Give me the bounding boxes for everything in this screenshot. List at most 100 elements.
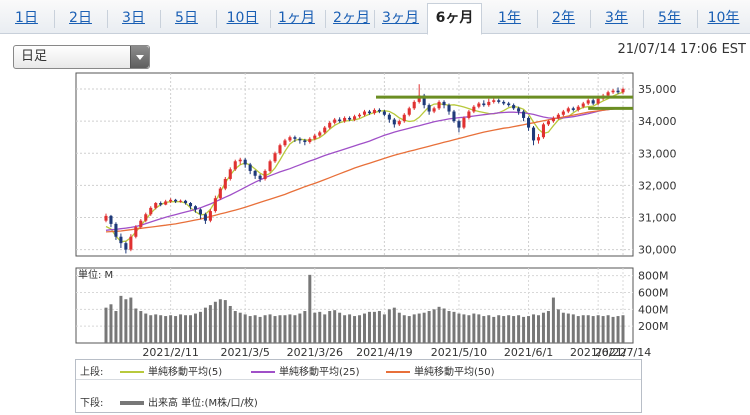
date-tick-label: 2021/3/26 bbox=[287, 346, 343, 359]
candle-body bbox=[203, 214, 207, 221]
tab-14[interactable]: 10年 bbox=[707, 10, 740, 26]
candle bbox=[367, 109, 372, 115]
volume-bar bbox=[422, 312, 426, 343]
candle-body bbox=[591, 100, 595, 104]
candle bbox=[412, 100, 416, 110]
date-tick-label: 2021/6/1 bbox=[504, 346, 553, 359]
candle bbox=[561, 109, 565, 117]
candle bbox=[402, 113, 406, 123]
candle bbox=[109, 214, 113, 228]
volume-bar bbox=[283, 315, 287, 343]
candle-body bbox=[412, 101, 416, 109]
candle-body bbox=[487, 101, 491, 106]
candle-body bbox=[243, 159, 247, 165]
tab-10[interactable]: 1年 bbox=[498, 10, 521, 26]
volume-bar bbox=[348, 314, 352, 343]
volume-bar bbox=[218, 299, 222, 343]
volume-bar bbox=[492, 316, 496, 343]
volume-bar bbox=[437, 306, 441, 343]
volume-bar bbox=[472, 313, 476, 343]
candle bbox=[164, 199, 168, 206]
tab-7[interactable]: 2ヶ月 bbox=[333, 10, 370, 26]
volume-bar bbox=[402, 315, 406, 343]
volume-bar bbox=[134, 308, 138, 343]
candle-body bbox=[353, 116, 357, 120]
tab-8[interactable]: 3ヶ月 bbox=[382, 10, 419, 26]
volume-bar bbox=[114, 311, 118, 343]
date-tick-label: 2021/3/5 bbox=[220, 346, 269, 359]
volume-bar bbox=[427, 311, 431, 343]
tab-9[interactable]: 6ヶ月 bbox=[427, 3, 482, 35]
volume-bar bbox=[611, 316, 615, 343]
volume-bar bbox=[273, 316, 277, 343]
candle-body bbox=[477, 103, 481, 107]
legend-lower-label: 下段: bbox=[80, 398, 104, 409]
volume-bar bbox=[546, 311, 550, 343]
candle bbox=[308, 137, 312, 144]
volume-bar bbox=[278, 315, 282, 343]
tab-11[interactable]: 2年 bbox=[552, 10, 575, 26]
legend-upper-label: 上段: bbox=[80, 367, 104, 378]
candle-body bbox=[179, 200, 183, 202]
candle bbox=[442, 100, 446, 109]
volume-bar bbox=[532, 314, 536, 343]
candle-body bbox=[183, 200, 188, 204]
candle bbox=[318, 130, 322, 138]
candle-body bbox=[288, 137, 292, 141]
date-tick-label: 2021/7/14 bbox=[595, 346, 651, 359]
tab-3[interactable]: 3日 bbox=[122, 10, 145, 26]
candle-body bbox=[169, 199, 173, 202]
tab-6[interactable]: 1ヶ月 bbox=[278, 10, 315, 26]
candle bbox=[472, 105, 476, 114]
tab-separator bbox=[537, 10, 538, 28]
candle-body bbox=[482, 103, 486, 106]
candle-body bbox=[382, 111, 386, 115]
legend-volume: 出来高 単位:(M株/口/枚) bbox=[120, 394, 258, 409]
candle-body bbox=[313, 135, 317, 139]
volume-unit-label: 単位: M bbox=[78, 268, 113, 281]
candle-body bbox=[357, 114, 362, 117]
candle bbox=[452, 109, 456, 123]
candle bbox=[382, 109, 386, 117]
candle-period-select[interactable]: 日足 bbox=[13, 45, 150, 69]
candle-body bbox=[238, 159, 242, 162]
candle-body bbox=[273, 153, 277, 162]
candle bbox=[288, 135, 292, 143]
candle bbox=[233, 159, 237, 171]
volume-bar bbox=[174, 316, 178, 343]
volume-bar bbox=[193, 313, 197, 343]
candle bbox=[447, 103, 451, 115]
volume-bar bbox=[198, 311, 202, 343]
volume-bar bbox=[467, 315, 471, 343]
ma25-line bbox=[105, 107, 624, 231]
candle bbox=[124, 241, 128, 254]
tab-2[interactable]: 2日 bbox=[69, 10, 92, 26]
candle-body bbox=[517, 108, 521, 112]
tab-13[interactable]: 5年 bbox=[658, 10, 681, 26]
tab-1[interactable]: 1日 bbox=[15, 10, 38, 26]
last-update-timestamp: 21/07/14 17:06 EST bbox=[617, 42, 746, 57]
candle-body bbox=[223, 178, 227, 189]
candle-body bbox=[188, 203, 193, 207]
volume-bar bbox=[591, 316, 595, 343]
candle bbox=[392, 117, 396, 128]
candle bbox=[218, 186, 222, 200]
volume-bar bbox=[149, 315, 153, 343]
candle bbox=[502, 100, 506, 106]
tab-4[interactable]: 5日 bbox=[175, 10, 198, 26]
candle bbox=[397, 119, 401, 126]
candle-body bbox=[402, 114, 406, 122]
candle-body bbox=[447, 105, 451, 112]
candle-body bbox=[278, 145, 282, 154]
volume-bar bbox=[586, 315, 590, 343]
volume-bar bbox=[487, 315, 491, 343]
candle bbox=[432, 106, 436, 114]
volume-bar bbox=[377, 311, 381, 343]
tab-5[interactable]: 10日 bbox=[226, 10, 259, 26]
candle-body bbox=[119, 236, 123, 244]
tab-12[interactable]: 3年 bbox=[605, 10, 628, 26]
candle-body bbox=[606, 92, 610, 96]
candle bbox=[238, 157, 242, 165]
candle bbox=[387, 113, 391, 123]
